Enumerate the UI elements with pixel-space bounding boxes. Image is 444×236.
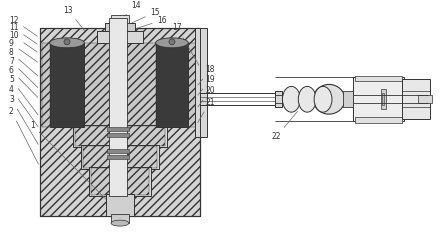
Bar xyxy=(188,43,198,127)
Ellipse shape xyxy=(313,84,345,114)
Bar xyxy=(381,89,386,109)
Bar xyxy=(42,43,50,127)
Ellipse shape xyxy=(169,39,175,45)
Text: 20: 20 xyxy=(198,86,215,107)
Text: 17: 17 xyxy=(172,23,199,65)
Bar xyxy=(107,149,129,153)
Ellipse shape xyxy=(64,39,70,45)
Bar xyxy=(75,126,165,146)
Text: 4: 4 xyxy=(9,85,38,127)
Text: 18: 18 xyxy=(198,65,214,85)
Text: 7: 7 xyxy=(9,57,38,87)
Text: 9: 9 xyxy=(9,39,37,62)
Bar xyxy=(355,117,402,123)
Bar xyxy=(73,125,166,147)
Ellipse shape xyxy=(314,86,332,112)
Text: 13: 13 xyxy=(63,6,84,31)
Ellipse shape xyxy=(298,86,316,112)
Bar xyxy=(111,15,129,23)
Bar xyxy=(355,76,402,81)
Bar xyxy=(109,18,127,196)
Bar xyxy=(40,28,200,216)
Bar xyxy=(111,214,129,223)
Bar xyxy=(418,95,432,103)
Bar xyxy=(343,91,353,107)
Text: 19: 19 xyxy=(198,75,215,95)
Bar xyxy=(195,28,207,137)
Bar xyxy=(105,23,135,31)
Bar xyxy=(89,167,151,196)
Bar xyxy=(81,145,159,169)
Bar xyxy=(155,43,188,127)
Text: 21: 21 xyxy=(198,98,214,123)
Text: 16: 16 xyxy=(126,16,167,32)
Bar xyxy=(106,194,134,216)
Ellipse shape xyxy=(155,38,188,48)
Bar xyxy=(107,155,129,159)
Text: 22: 22 xyxy=(272,111,297,141)
Bar xyxy=(83,146,157,168)
Bar xyxy=(402,80,430,119)
Text: 6: 6 xyxy=(9,66,38,97)
Bar xyxy=(107,127,129,131)
Text: 5: 5 xyxy=(9,75,38,115)
Ellipse shape xyxy=(111,220,129,226)
Text: 12: 12 xyxy=(9,16,37,36)
Text: 2: 2 xyxy=(9,107,39,164)
Ellipse shape xyxy=(282,86,300,112)
Bar xyxy=(91,168,149,195)
Bar xyxy=(382,93,385,105)
Bar xyxy=(353,77,404,121)
Text: 14: 14 xyxy=(120,1,140,21)
Text: 11: 11 xyxy=(9,23,37,44)
Bar xyxy=(84,43,155,127)
Bar xyxy=(274,91,282,107)
Text: 3: 3 xyxy=(9,95,38,144)
Text: 8: 8 xyxy=(9,48,38,76)
Ellipse shape xyxy=(50,38,84,48)
Bar xyxy=(97,31,143,43)
Text: 15: 15 xyxy=(123,8,160,27)
Bar xyxy=(50,43,84,127)
Bar xyxy=(40,28,200,216)
Text: 10: 10 xyxy=(9,31,37,52)
Text: 1: 1 xyxy=(30,121,109,202)
Bar xyxy=(107,133,129,137)
